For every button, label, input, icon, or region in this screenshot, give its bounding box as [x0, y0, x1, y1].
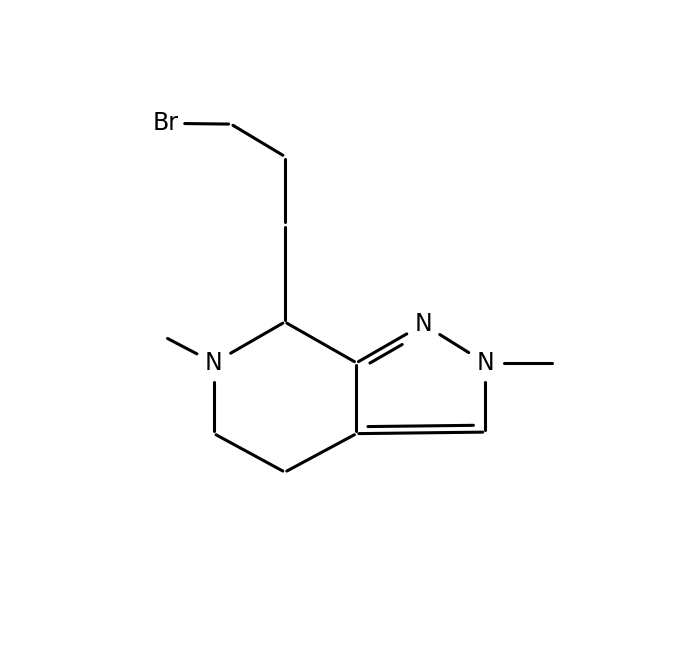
Text: N: N — [205, 351, 223, 375]
Text: N: N — [476, 351, 494, 375]
Text: Br: Br — [153, 111, 178, 135]
Text: N: N — [414, 312, 432, 336]
